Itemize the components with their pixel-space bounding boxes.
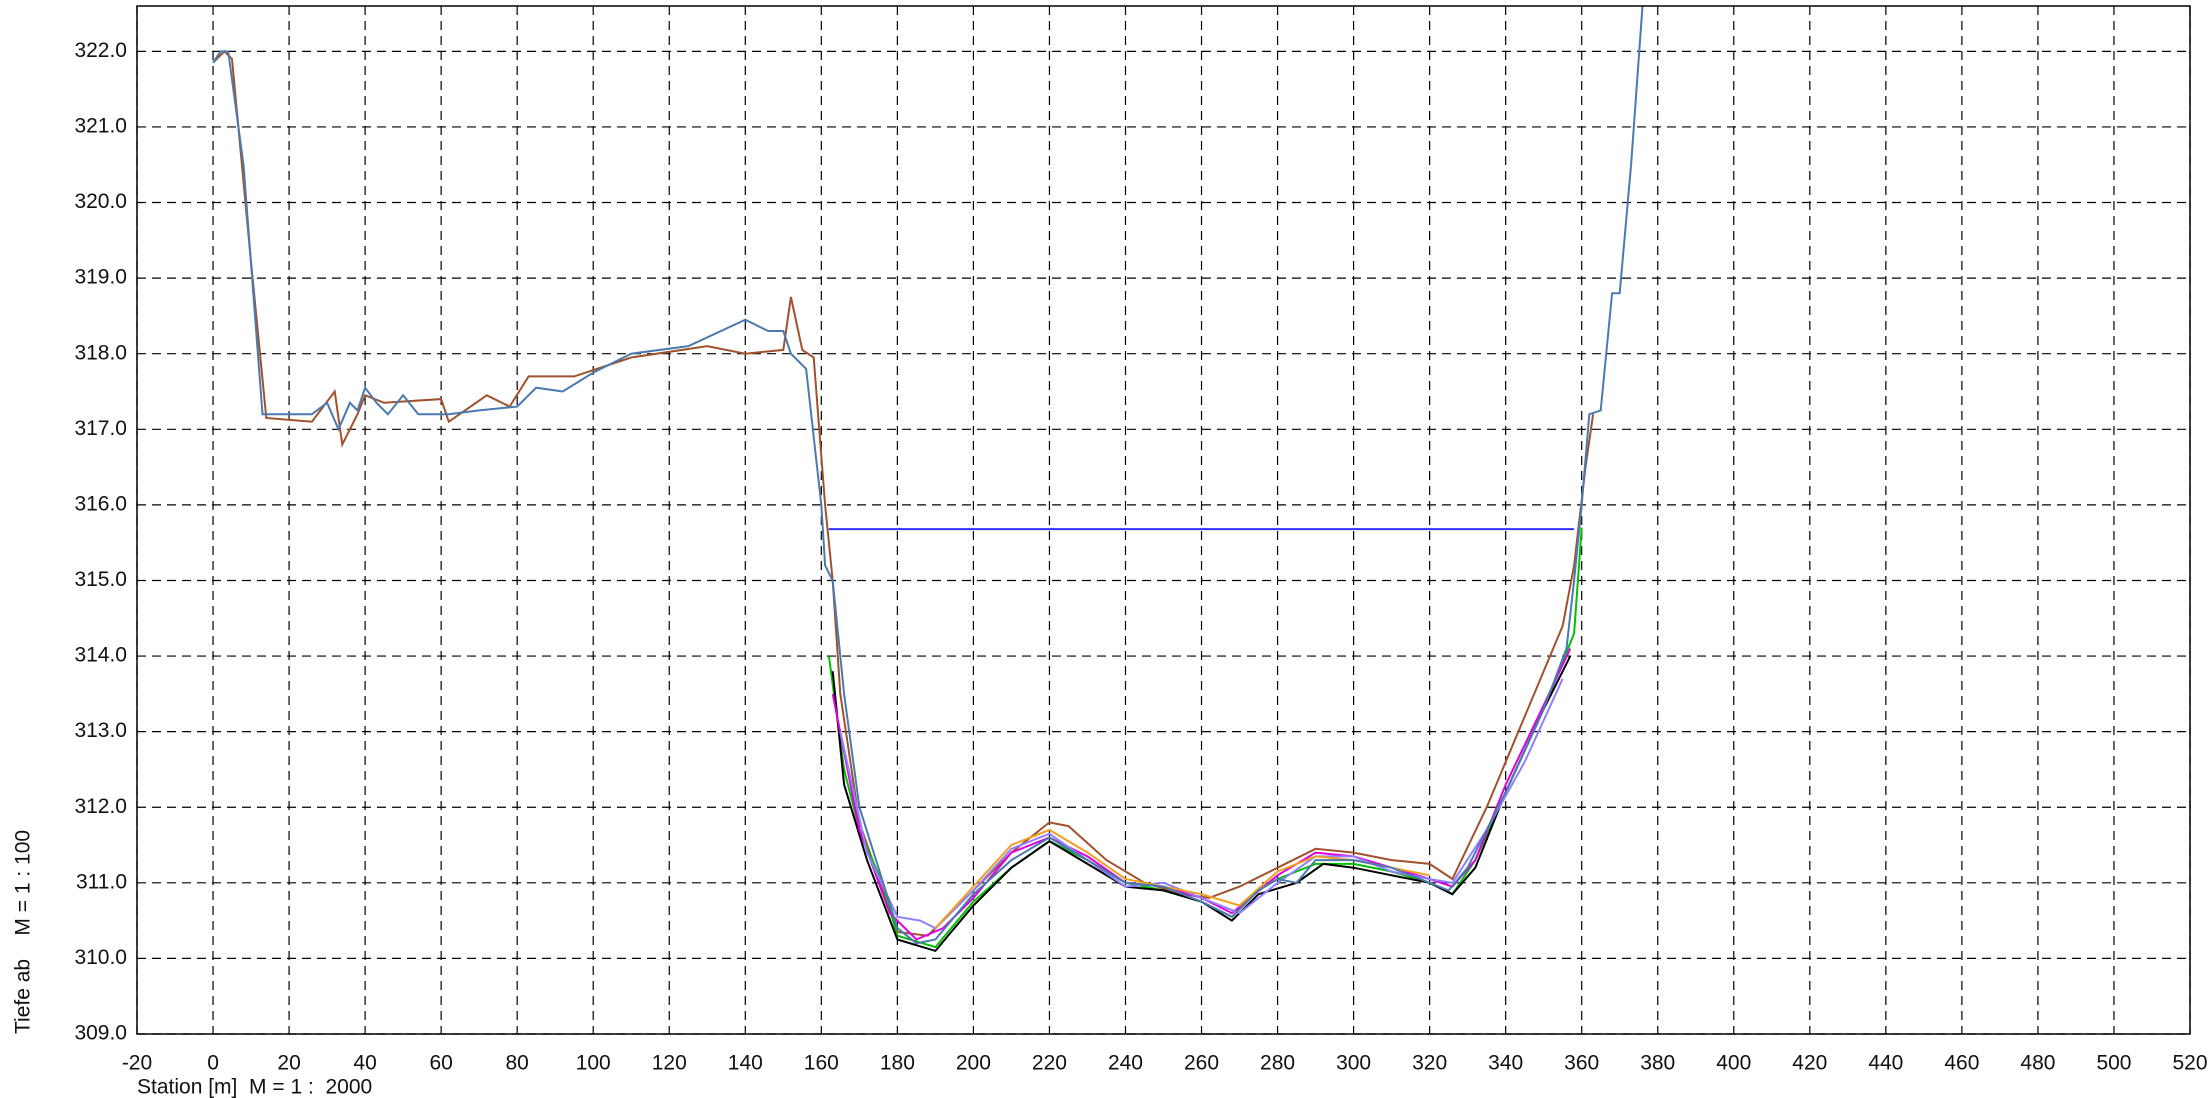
series-line: [934, 828, 1430, 929]
y-tick-label: 312.0: [74, 795, 127, 818]
x-tick-label: 240: [1108, 1052, 1143, 1075]
x-tick-label: 80: [506, 1052, 529, 1075]
x-tick-label: 140: [728, 1052, 763, 1075]
x-tick-label: 360: [1564, 1052, 1599, 1075]
y-tick-label: 309.0: [74, 1022, 127, 1045]
y-tick-label: 322.0: [74, 39, 127, 62]
x-tick-label: 280: [1260, 1052, 1295, 1075]
x-tick-label: 40: [353, 1052, 376, 1075]
x-axis-label: Station [m] M = 1 : 2000: [137, 1076, 372, 1098]
y-tick-label: 321.0: [74, 114, 127, 137]
x-tick-label: 460: [1944, 1052, 1979, 1075]
y-tick-label: 310.0: [74, 946, 127, 969]
y-tick-label: 316.0: [74, 492, 127, 515]
x-tick-label: 340: [1488, 1052, 1523, 1075]
x-tick-label: 100: [576, 1052, 611, 1075]
x-tick-label: 220: [1032, 1052, 1067, 1075]
x-tick-label: 120: [652, 1052, 687, 1075]
x-tick-label: 300: [1336, 1052, 1371, 1075]
x-tick-label: 480: [2020, 1052, 2055, 1075]
series-line: [212, 49, 1595, 937]
y-tick-label: 314.0: [74, 644, 127, 667]
y-tick-label: 315.0: [74, 568, 127, 591]
y-tick-label: 319.0: [74, 266, 127, 289]
y-tick-label: 317.0: [74, 417, 127, 440]
series-line: [212, 6, 1644, 945]
y-tick-label: 318.0: [74, 341, 127, 364]
x-tick-label: 420: [1792, 1052, 1827, 1075]
x-tick-label: -20: [122, 1052, 152, 1075]
x-tick-label: 200: [956, 1052, 991, 1075]
plot-frame: [136, 5, 2191, 1035]
series-line: [827, 527, 1583, 949]
x-tick-label: 0: [207, 1052, 219, 1075]
x-tick-label: 180: [880, 1052, 915, 1075]
x-tick-label: 260: [1184, 1052, 1219, 1075]
x-tick-label: 380: [1640, 1052, 1675, 1075]
x-tick-label: 500: [2096, 1052, 2131, 1075]
y-axis-label: Tiefe ab M = 1 : 100: [12, 830, 35, 1034]
y-tick-label: 320.0: [74, 190, 127, 213]
series-line: [831, 655, 1572, 953]
x-tick-label: 520: [2172, 1052, 2207, 1075]
x-tick-label: 20: [277, 1052, 300, 1075]
x-tick-label: 440: [1868, 1052, 1903, 1075]
x-tick-label: 60: [429, 1052, 452, 1075]
x-tick-label: 400: [1716, 1052, 1751, 1075]
y-tick-label: 313.0: [74, 719, 127, 742]
y-tick-label: 311.0: [76, 870, 127, 893]
x-tick-label: 160: [804, 1052, 839, 1075]
x-tick-label: 320: [1412, 1052, 1447, 1075]
